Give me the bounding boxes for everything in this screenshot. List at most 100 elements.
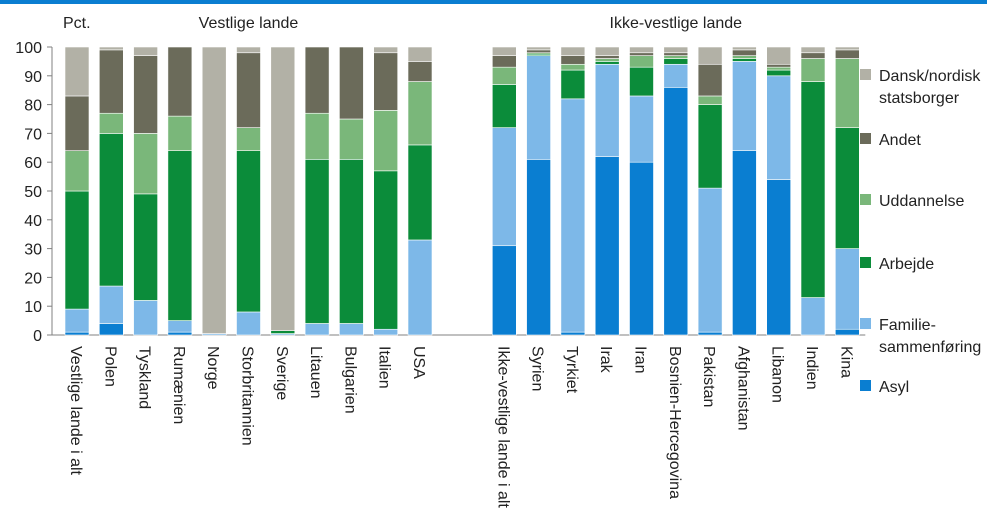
legend-swatch (860, 257, 871, 268)
bar-segment (201, 46, 227, 334)
bar-segment (526, 46, 551, 51)
bar-segment (663, 87, 689, 336)
bar-segment (270, 330, 296, 334)
bar-segment (64, 46, 90, 97)
bar-segment (407, 46, 433, 62)
bar-segment (236, 46, 261, 54)
legend-label: Dansk/nordisk statsborger (879, 68, 981, 107)
bar-segment (133, 46, 158, 56)
group-titles: Vestlige lande Ikke-vestlige lande (199, 15, 742, 32)
bar-segment (766, 75, 792, 180)
bar-segment (800, 81, 826, 298)
bar-segment (236, 150, 261, 313)
bar-segment (560, 331, 586, 336)
bar-segment (663, 63, 689, 88)
category-label: Syrien (529, 346, 546, 391)
bar-segment (167, 46, 193, 117)
legend-label: Andet (879, 132, 921, 149)
bar-segment (373, 46, 399, 54)
y-tick-label: 0 (33, 328, 42, 345)
bar-segment (304, 159, 330, 324)
bar-segment (663, 46, 689, 54)
category-label: Norge (204, 346, 221, 390)
category-label: Iran (632, 346, 649, 374)
bar-segment (594, 156, 620, 336)
y-axis-title: Pct. (63, 15, 91, 32)
bar-segment (339, 323, 364, 336)
bar-segment (594, 58, 620, 62)
bar-segment (766, 63, 792, 68)
top-accent-bar (0, 0, 987, 4)
category-label: Italien (376, 346, 393, 389)
category-label: Indien (803, 346, 820, 390)
category-label: Tyrkiet (563, 346, 580, 394)
bar-segment (373, 328, 399, 336)
bar-segment (594, 63, 620, 157)
bar-segment (663, 58, 689, 65)
bar-segment (339, 159, 364, 324)
group-title: Vestlige lande (199, 15, 299, 32)
bar-segment (663, 52, 689, 56)
bar-segment (133, 133, 158, 195)
bars (64, 46, 860, 336)
bar-segment (732, 46, 757, 51)
bar-segment (766, 46, 792, 65)
y-tick-label: 30 (24, 242, 42, 259)
bar-segment (407, 81, 433, 146)
legend-swatch (860, 194, 871, 205)
bar-segment (629, 66, 654, 97)
bar-segment (64, 308, 90, 333)
bar-segment (697, 331, 723, 336)
y-tick-label: 90 (24, 69, 42, 86)
bar-segment (133, 55, 158, 134)
legend-label: Arbejde (879, 256, 934, 273)
legend-label: Asyl (879, 379, 909, 396)
bar-segment (800, 297, 826, 336)
category-label: Rumænien (170, 346, 187, 424)
y-tick-label: 80 (24, 98, 42, 115)
legend-label: Familie-sammenføring (879, 317, 981, 356)
group-title: Ikke-vestlige lande (610, 15, 743, 32)
bar-segment (697, 46, 723, 65)
bar-segment (99, 112, 124, 134)
bar-segment (697, 63, 723, 97)
y-tick-label: 50 (24, 184, 42, 201)
bar-segment (629, 46, 654, 54)
y-axis: 0 10 20 30 40 50 60 70 80 90 100 Pct. (15, 15, 866, 345)
category-label: Bulgarien (341, 346, 358, 414)
bar-segment (167, 150, 193, 321)
legend-label: Uddannelse (879, 193, 965, 210)
bar-segment (339, 118, 364, 160)
bar-segment (834, 127, 860, 249)
category-label: Storbritannien (239, 346, 256, 446)
bar-segment (133, 300, 158, 336)
bar-segment (339, 46, 364, 120)
y-tick-label: 20 (24, 270, 42, 287)
bar-segment (697, 95, 723, 105)
category-label: Tyskland (136, 346, 153, 409)
bar-segment (491, 55, 517, 68)
bar-segment (629, 52, 654, 56)
bar-segment (834, 328, 860, 336)
bar-segment (732, 49, 757, 56)
bar-segment (732, 150, 757, 336)
bar-segment (167, 331, 193, 336)
bar-segment (629, 161, 654, 336)
bar-segment (491, 84, 517, 128)
bar-segment (99, 323, 124, 336)
bar-segment (407, 144, 433, 241)
bar-segment (99, 46, 124, 51)
bar-segment (236, 311, 261, 336)
category-label: Litauen (307, 346, 324, 399)
bar-segment (167, 115, 193, 151)
legend-swatch (860, 69, 871, 80)
bar-segment (697, 104, 723, 189)
bar-segment (373, 52, 399, 111)
y-tick-label: 10 (24, 299, 42, 316)
bar-segment (800, 46, 826, 54)
bar-segment (560, 63, 586, 71)
bar-segment (834, 58, 860, 128)
bar-segment (732, 58, 757, 62)
bar-segment (834, 46, 860, 51)
